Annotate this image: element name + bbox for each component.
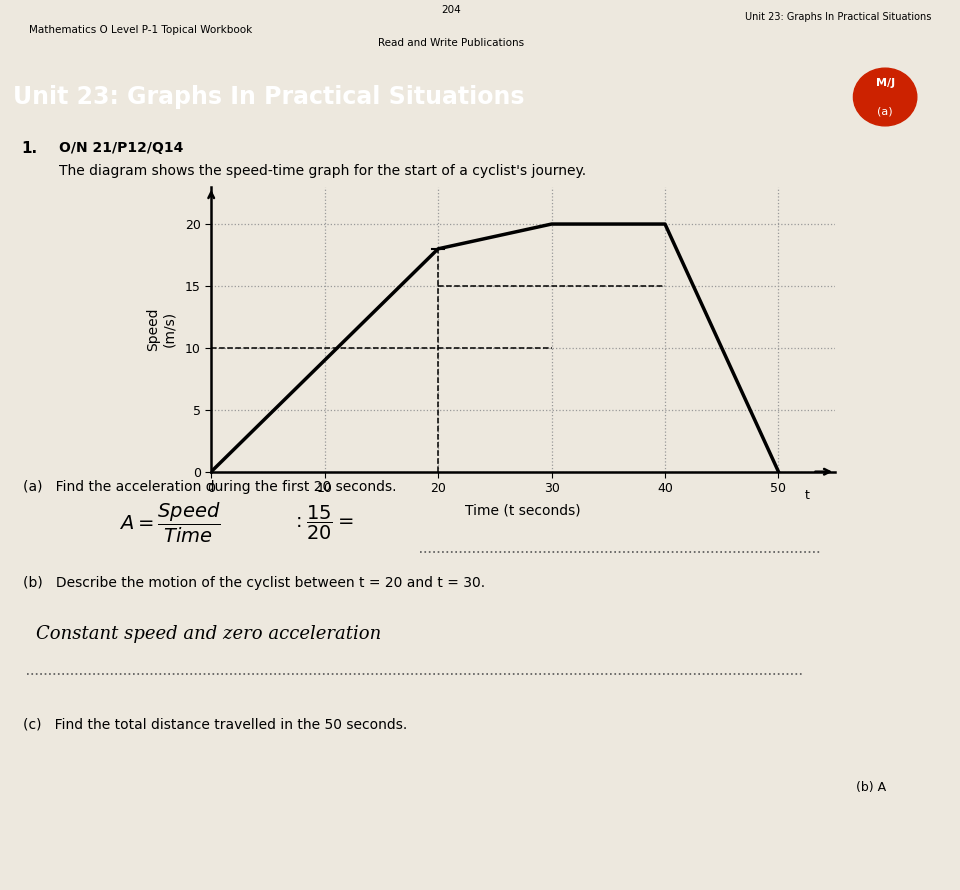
Y-axis label: Speed
(m/s): Speed (m/s) xyxy=(146,308,177,351)
Text: $A = \dfrac{Speed}{Time}$: $A = \dfrac{Speed}{Time}$ xyxy=(119,500,220,545)
Text: M/J: M/J xyxy=(876,78,895,88)
Text: Read and Write Publications: Read and Write Publications xyxy=(378,38,524,48)
Text: 204: 204 xyxy=(442,5,461,15)
Text: Mathematics O Level P-1 Topical Workbook: Mathematics O Level P-1 Topical Workbook xyxy=(29,25,252,35)
X-axis label: Time (t seconds): Time (t seconds) xyxy=(466,504,581,517)
Text: Unit 23: Graphs In Practical Situations: Unit 23: Graphs In Practical Situations xyxy=(745,12,931,21)
Text: The diagram shows the speed-time graph for the start of a cyclist's journey.: The diagram shows the speed-time graph f… xyxy=(60,165,587,178)
Text: (a)   Find the acceleration during the first 20 seconds.: (a) Find the acceleration during the fir… xyxy=(23,480,396,494)
Text: (b)   Describe the motion of the cyclist between t = 20 and t = 30.: (b) Describe the motion of the cyclist b… xyxy=(23,577,485,590)
Ellipse shape xyxy=(853,69,917,125)
Text: (a): (a) xyxy=(877,106,893,116)
Text: Constant speed and zero acceleration: Constant speed and zero acceleration xyxy=(36,625,382,643)
Text: O/N 21/P12/Q14: O/N 21/P12/Q14 xyxy=(60,141,183,155)
Text: (c)   Find the total distance travelled in the 50 seconds.: (c) Find the total distance travelled in… xyxy=(23,717,407,732)
Text: 1.: 1. xyxy=(21,141,37,156)
Text: t: t xyxy=(804,489,809,502)
Text: (b) A: (b) A xyxy=(856,781,886,795)
Text: Unit 23: Graphs In Practical Situations: Unit 23: Graphs In Practical Situations xyxy=(12,85,524,109)
Text: $: \dfrac{15}{20} =$: $: \dfrac{15}{20} =$ xyxy=(292,504,353,542)
